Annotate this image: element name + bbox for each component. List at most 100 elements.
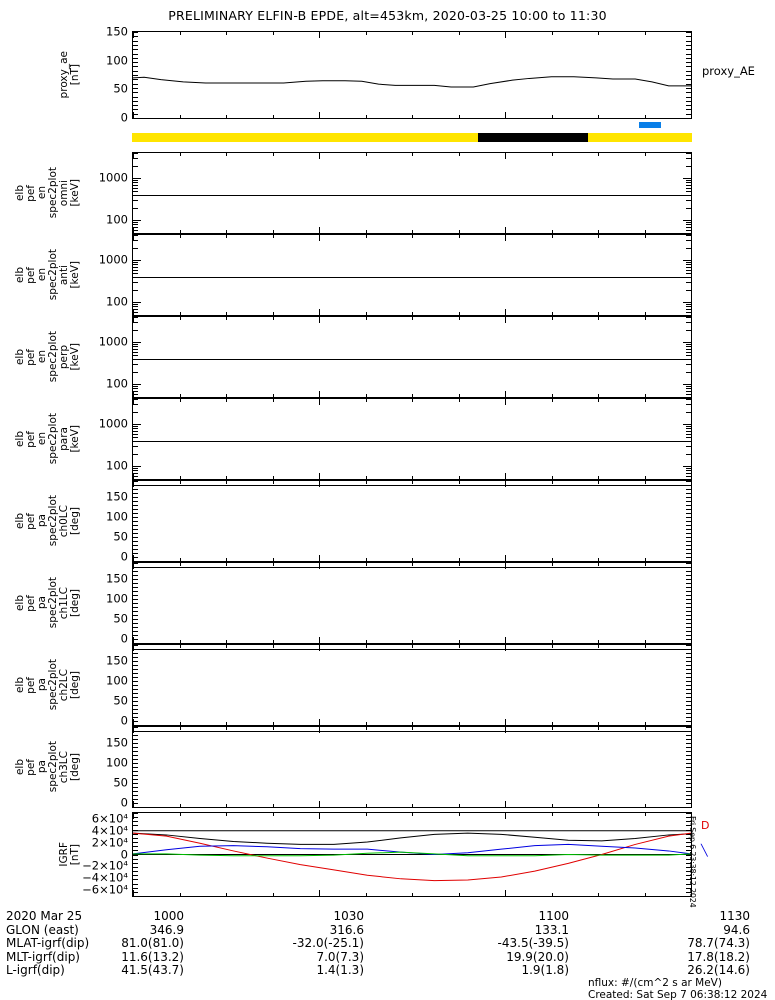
y-tick [133,747,138,748]
x-tick-minor [505,804,506,807]
x-tick-minor [226,563,227,566]
y-tick [133,791,138,792]
y-tick [133,813,138,814]
y-tick [133,342,141,344]
y-tick [686,627,691,628]
x-tick-minor [458,153,460,156]
x-tick-minor [412,115,413,118]
x-tick [505,645,507,651]
y-tick [686,411,691,413]
y-tick [686,105,691,107]
y-tick [133,96,138,98]
series-Bmag-residual [133,851,691,857]
y-tick [686,351,691,353]
y-tick [686,269,691,271]
y-tick-labels-en-anti: 1000 100 [82,234,128,316]
y-tick [686,595,691,596]
y-tick [686,883,691,885]
y-tick [133,306,138,308]
x-tick [505,317,507,323]
x-tick-minor [551,645,553,648]
y-tick [133,282,138,284]
ephemeris-value: 19.9(20.0) [506,949,569,964]
x-tick [318,235,320,241]
x-tick-minor [458,32,460,35]
y-tick [686,200,691,202]
y-tick [133,436,138,438]
y-tick [686,850,691,852]
x-tick-minor [644,317,646,320]
x-tick-minor [412,399,413,402]
x-tick-minor [598,317,599,320]
x-tick-minor [179,115,181,118]
x-tick-minor [505,32,506,35]
page-title: PRELIMINARY ELFIN-B EPDE, alt=453km, 202… [168,8,607,23]
x-tick-minor [272,481,274,484]
y-tick [686,426,691,428]
y-tick [133,875,138,877]
y-tick [133,693,138,694]
y-tick [686,709,691,710]
y-tick [133,371,138,373]
x-tick-minor [319,722,320,725]
x-tick-minor [644,32,646,35]
y-tick [686,182,691,184]
axis-title-word: [keV] [69,261,81,289]
y-tick [133,842,138,844]
y-tick [133,92,138,94]
y-tick [686,226,691,228]
igrf-legend-item: D [701,819,710,832]
y-tick [133,322,138,324]
x-tick [318,32,320,38]
y-tick [133,795,138,796]
x-tick [505,235,507,241]
y-tick [686,493,691,494]
y-tick-label: 100 [106,376,128,391]
y-tick [133,743,138,744]
ephemeris-value: 1130 [719,909,750,923]
y-tick [686,677,691,678]
y-tick [686,858,691,860]
x-tick-minor [226,640,227,643]
x-tick-minor [598,893,599,896]
y-tick [133,571,138,572]
x-tick-minor [226,804,227,807]
y-tick [686,575,691,576]
x-tick-minor [412,230,413,233]
y-tick [133,70,138,72]
ephemeris-value: 17.8(18.2) [687,949,750,964]
y-tick [686,513,691,514]
y-tick [133,182,138,184]
x-tick-minor [272,476,274,479]
x-tick-minor [412,235,413,238]
x-tick-minor [179,230,181,233]
reference-line [133,195,691,197]
y-tick [133,755,138,756]
x-tick [318,399,320,405]
x-tick-minor [598,640,599,643]
y-tick [133,393,138,395]
y-tick [133,817,138,819]
ephemeris-value: 7.0(7.3) [316,949,364,964]
axis-title-proxy-ae: proxy_ae [nT] [58,31,81,119]
x-tick-minor [551,813,553,816]
x-tick-minor [319,727,320,730]
x-tick-minor [226,115,227,118]
y-tick [686,611,691,612]
x-tick-minor [412,476,413,479]
y-tick [133,83,138,85]
x-tick-minor [412,804,413,807]
y-tick [133,404,138,406]
y-tick [133,697,138,698]
y-tick [686,433,691,435]
x-tick-minor [598,563,599,566]
x-tick-minor [505,476,506,479]
x-tick-minor [551,115,553,118]
y-tick-labels-igrf: 6×10⁴ 4×10⁴ 2×10⁴ 0 −2×10⁴ −4×10⁴ −6×10⁴ [82,812,128,897]
x-tick-minor [272,645,274,648]
y-tick [686,235,691,236]
y-tick [133,178,141,180]
y-tick [133,262,138,264]
data-availability-bar [132,133,692,142]
y-tick [133,269,138,271]
